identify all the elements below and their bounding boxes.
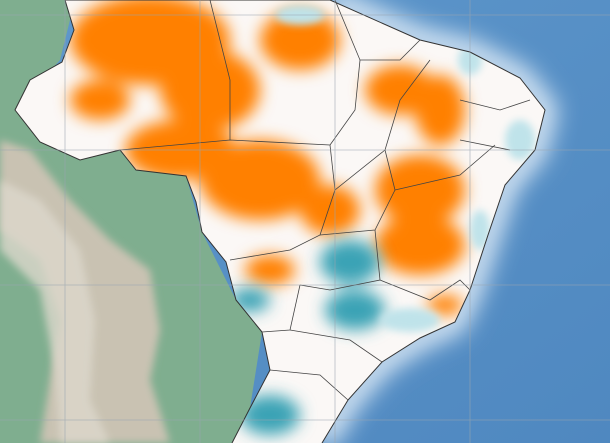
mountains-ridge [0, 180, 110, 443]
state-borders [119, 0, 531, 401]
country-border [14, 0, 546, 443]
